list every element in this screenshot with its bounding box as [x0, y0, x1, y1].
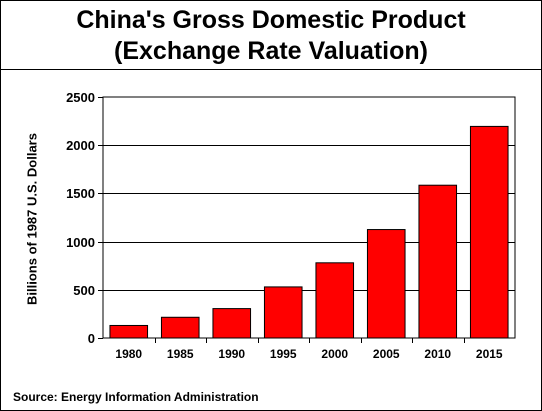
bar-2010: [418, 184, 458, 339]
x-tick-label: 2000: [321, 347, 348, 361]
x-tick-label: 1980: [115, 347, 142, 361]
bar-1980: [109, 324, 149, 339]
x-tick-label: 1990: [218, 347, 245, 361]
x-tick-label: 2010: [424, 347, 451, 361]
bar-2000: [315, 262, 355, 339]
bar-2005: [366, 229, 406, 339]
chart-title-line1: China's Gross Domestic Product: [76, 6, 466, 34]
y-tick-label: 2000: [66, 138, 95, 153]
y-tick-label: 1500: [66, 186, 95, 201]
x-tick-label: 2015: [476, 347, 503, 361]
x-tick-label: 1995: [270, 347, 297, 361]
x-tick-label: 2005: [373, 347, 400, 361]
y-tick-label: 0: [88, 331, 95, 346]
source-note: Source: Energy Information Administratio…: [13, 390, 259, 404]
title-divider: [1, 69, 541, 70]
chart-title-line2: (Exchange Rate Valuation): [114, 37, 428, 65]
chart-title: China's Gross Domestic Product (Exchange…: [1, 5, 541, 67]
y-tick-label: 2500: [66, 90, 95, 105]
x-tick-label: 1985: [167, 347, 194, 361]
y-tick-label: 1000: [66, 235, 95, 250]
bar-1985: [160, 316, 200, 339]
bar-2015: [469, 125, 509, 339]
y-tick-label: 500: [73, 283, 95, 298]
bar-1995: [263, 286, 303, 339]
bar-1990: [212, 308, 252, 339]
